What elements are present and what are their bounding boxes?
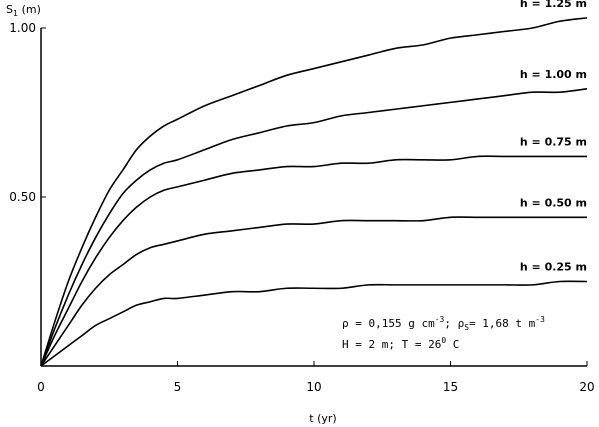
parameter-annotation-line1: ρ = 0,155 g cm-3; ρS= 1,68 t m-3 — [342, 315, 545, 332]
series-line — [40, 155, 587, 367]
series-line — [40, 17, 588, 367]
parameter-annotation-line2: H = 2 m; T = 260 C — [342, 336, 459, 351]
x-tick-label: 20 — [579, 380, 594, 394]
series-label: h = 0.75 m — [520, 135, 587, 148]
series-line — [40, 280, 588, 367]
y-axis-title: S1 (m) — [6, 3, 41, 18]
y-tick-label: 0.50 — [9, 190, 36, 204]
series-label: h = 1.25 m — [520, 0, 587, 10]
series-line — [40, 88, 588, 367]
series-label: h = 1.00 m — [520, 68, 587, 81]
x-tick-label: 0 — [37, 380, 45, 394]
series-labels: h = 1.25 m h = 1.00 m h = 0.75 m h = 0.50 m… — [520, 0, 587, 274]
tick-labels: 0 5 10 15 20 0.50 1.00 — [9, 21, 594, 394]
series-label: h = 0.25 m — [520, 261, 587, 274]
series-label: h = 0.50 m — [520, 196, 587, 209]
tick-marks — [41, 27, 588, 366]
x-tick-label: 15 — [443, 380, 458, 394]
x-tick-label: 10 — [306, 380, 321, 394]
series-line — [40, 216, 587, 367]
x-tick-label: 5 — [174, 380, 182, 394]
x-axis-title: t (yr) — [309, 412, 336, 425]
series-lines — [40, 17, 588, 367]
y-tick-label: 1.00 — [9, 21, 36, 35]
